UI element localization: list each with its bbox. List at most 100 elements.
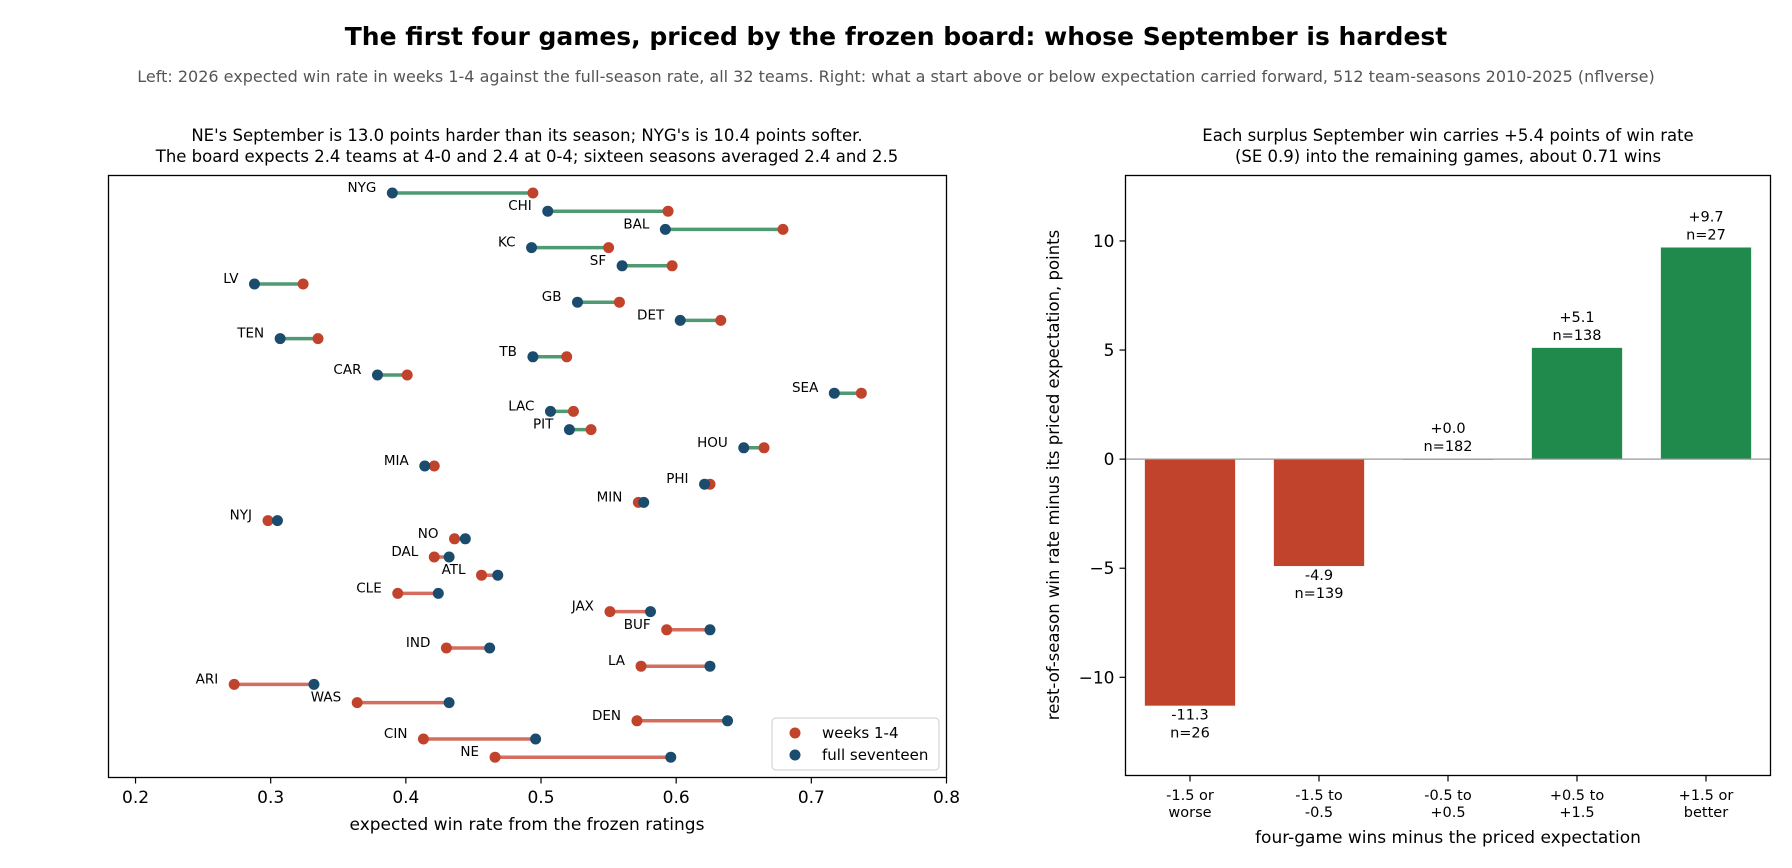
team-label: SF (590, 253, 606, 269)
bar-count-label: n=26 (1170, 726, 1210, 742)
team-label: TEN (236, 326, 264, 342)
team-label: DET (637, 307, 665, 323)
weeks-1-4-point (428, 551, 440, 563)
team-label: KC (498, 235, 516, 251)
weeks-1-4-point (613, 296, 625, 308)
team-label: LV (223, 271, 239, 287)
full-season-point (530, 733, 542, 745)
bar-count-label: n=182 (1423, 439, 1472, 455)
weeks-1-4-point (661, 624, 673, 636)
bar-value-label: -4.9 (1305, 568, 1333, 584)
weeks-1-4-point (631, 715, 643, 727)
weeks-1-4-point (662, 205, 674, 217)
full-season-point (659, 223, 671, 235)
y-tick-label: 5 (1104, 341, 1115, 361)
y-tick-label: 0 (1104, 450, 1115, 470)
full-season-point (704, 660, 716, 672)
legend-full-label: full seventeen (822, 746, 928, 764)
full-season-point (492, 569, 504, 581)
weeks-1-4-point (449, 533, 461, 545)
bar (1660, 247, 1752, 460)
y-tick-label: −10 (1079, 668, 1115, 688)
x-tick-label: 0.2 (122, 788, 149, 808)
category-label: +1.5 or (1679, 788, 1734, 804)
weeks-1-4-point (312, 333, 324, 345)
bar-count-label: n=27 (1686, 228, 1726, 244)
weeks-1-4-point (428, 460, 440, 472)
x-tick-label: 0.6 (663, 788, 690, 808)
dumbbell-marks: NYG CHI BAL KC SF LV GB DET TEN TB CAR SEA LAC PIT HOU… (196, 180, 867, 763)
x-tick-label: 0.8 (933, 788, 960, 808)
team-label: JAX (571, 599, 594, 615)
team-label: MIA (384, 453, 410, 469)
category-label: +0.5 to (1550, 788, 1605, 804)
full-season-point (674, 314, 686, 326)
full-season-point (665, 751, 677, 763)
team-label: NE (460, 744, 479, 760)
full-season-point (722, 715, 734, 727)
weeks-1-4-point (604, 606, 616, 618)
legend-box (771, 717, 940, 771)
weeks-1-4-point (567, 405, 579, 417)
figure-subtitle: Left: 2026 expected win rate in weeks 1-… (137, 67, 1655, 86)
full-season-point (443, 697, 455, 709)
bar (1273, 459, 1365, 567)
bar-panel: Each surplus September win carries +5.4 … (1044, 126, 1772, 848)
bar-title-line-1: Each surplus September win carries +5.4 … (1202, 126, 1693, 145)
weeks-1-4-point (603, 242, 615, 254)
legend: weeks 1-4 full seventeen (771, 717, 940, 771)
team-label: GB (542, 289, 562, 305)
category-label: -1.5 to (1295, 788, 1343, 804)
weeks-1-4-point (666, 260, 678, 272)
full-season-point (459, 533, 471, 545)
weeks-1-4-point (855, 387, 867, 399)
weeks-1-4-point (297, 278, 309, 290)
team-label: WAS (311, 690, 341, 706)
full-season-point (419, 460, 431, 472)
weeks-1-4-point (758, 442, 770, 454)
bar-y-label: rest-of-season win rate minus its priced… (1044, 230, 1063, 720)
category-label: -0.5 (1305, 805, 1333, 821)
category-label: +0.5 (1430, 805, 1465, 821)
team-label: CHI (508, 198, 532, 214)
weeks-1-4-point (440, 642, 452, 654)
team-label: ATL (442, 562, 466, 578)
x-tick-label: 0.5 (527, 788, 554, 808)
weeks-1-4-point (777, 223, 789, 235)
bar-value-label: +9.7 (1688, 210, 1723, 226)
full-season-point (526, 242, 538, 254)
full-season-point (248, 278, 260, 290)
full-season-point (443, 551, 455, 563)
full-season-point (371, 369, 383, 381)
full-season-point (563, 424, 575, 436)
dumbbell-x-axis: 0.2 0.3 0.4 0.5 0.6 0.7 0.8 (122, 777, 960, 808)
team-label: DEN (592, 708, 621, 724)
weeks-1-4-point (262, 515, 274, 527)
full-season-point (386, 187, 398, 199)
dumbbell-title-line-2: The board expects 2.4 teams at 4-0 and 2… (155, 147, 899, 166)
bar-title-line-2: (SE 0.9) into the remaining games, about… (1235, 147, 1661, 166)
full-season-point (484, 642, 496, 654)
team-label: TB (498, 344, 517, 360)
team-label: DAL (391, 544, 418, 560)
bar-value-label: -11.3 (1171, 708, 1209, 724)
full-season-point (271, 515, 283, 527)
full-season-point (274, 333, 286, 345)
full-season-point (704, 624, 716, 636)
bar-value-label: +0.0 (1430, 421, 1465, 437)
team-label: LA (608, 653, 626, 669)
bar-value-label: +5.1 (1559, 310, 1594, 326)
x-tick-label: 0.4 (392, 788, 419, 808)
weeks-1-4-point (635, 660, 647, 672)
dumbbell-plot-frame (107, 174, 948, 779)
figure-title: The first four games, priced by the froz… (344, 22, 1448, 51)
bar (1144, 459, 1236, 706)
team-label: ARI (196, 671, 219, 687)
team-label: BUF (624, 617, 651, 633)
full-season-point (572, 296, 584, 308)
team-label: HOU (697, 435, 728, 451)
full-season-point (738, 442, 750, 454)
team-label: SEA (792, 380, 819, 396)
team-label: IND (406, 635, 430, 651)
